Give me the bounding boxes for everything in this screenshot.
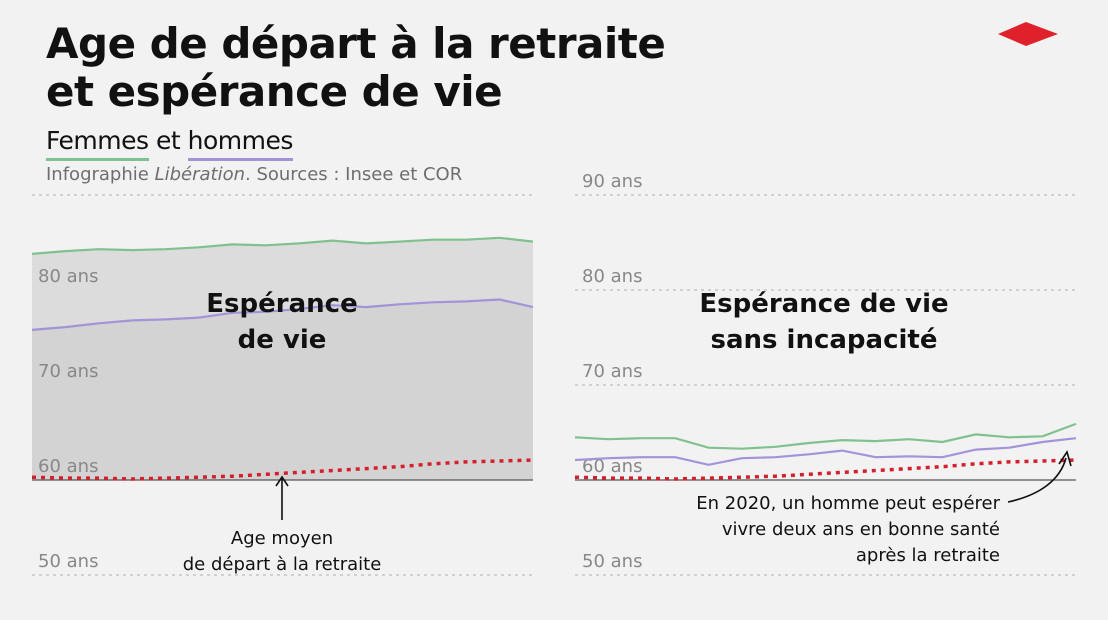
panel-title-line: Espérance (206, 289, 357, 319)
y-tick-label: 60 ans (582, 456, 642, 477)
annotation-arrowhead (275, 475, 289, 487)
page-title: Age de départ à la retraite et espérance… (46, 19, 666, 116)
y-tick-label: 50 ans (582, 551, 642, 572)
title-line-2: et espérance de vie (46, 67, 503, 116)
panel-title-line: sans incapacité (711, 325, 938, 355)
line-retraite (31, 458, 534, 481)
legend-subtitle: Femmes et hommes (46, 126, 293, 161)
line-femmes (31, 236, 534, 255)
line-femmes (574, 422, 1077, 450)
line-hommes (31, 298, 534, 331)
y-tick-label: 80 ans (582, 266, 642, 287)
y-tick-label: 50 ans (38, 551, 98, 572)
annotation-text-line: de départ à la retraite (183, 554, 382, 575)
annotation-text-line: En 2020, un homme peut espérer (696, 493, 1000, 514)
panel-1: 50 ans 60 ans 70 ans 80 ans Espérance de vie A… (31, 194, 534, 576)
y-tick-label: 80 ans (38, 266, 98, 287)
legend-et: et (155, 126, 181, 155)
panel-title-line: Espérance de vie (699, 289, 948, 319)
source-prefix: Infographie (46, 164, 155, 185)
y-tick-label: 60 ans (38, 456, 98, 477)
source-brand: Libération (154, 164, 246, 185)
annotation-text-line: Age moyen (231, 528, 333, 549)
line-hommes (574, 437, 1077, 466)
annotation-text-line: vivre deux ans en bonne santé (722, 519, 1000, 540)
panel-title-line: de vie (238, 325, 327, 355)
panel-2: 50 ans 60 ans 70 ans 80 ans 90 ans Espérance … (574, 171, 1077, 576)
source-suffix: . Sources : Insee et COR (245, 164, 463, 185)
title-line-1: Age de départ à la retraite (46, 19, 666, 68)
legend-hommes: hommes (187, 126, 293, 161)
line-retraite (574, 458, 1077, 481)
legend-femmes: Femmes (46, 126, 149, 161)
y-tick-label: 90 ans (582, 171, 642, 192)
y-tick-label: 70 ans (582, 361, 642, 382)
annotation-text-line: après la retraite (856, 545, 1000, 566)
annotation-curved-arrow (1007, 457, 1067, 503)
annotation-arrowhead (1058, 450, 1072, 467)
liberation-logo-icon (998, 22, 1058, 46)
source-line: Infographie Libération. Sources : Insee … (46, 164, 462, 185)
area-esperance-hommes (32, 299, 533, 480)
y-tick-label: 70 ans (38, 361, 98, 382)
